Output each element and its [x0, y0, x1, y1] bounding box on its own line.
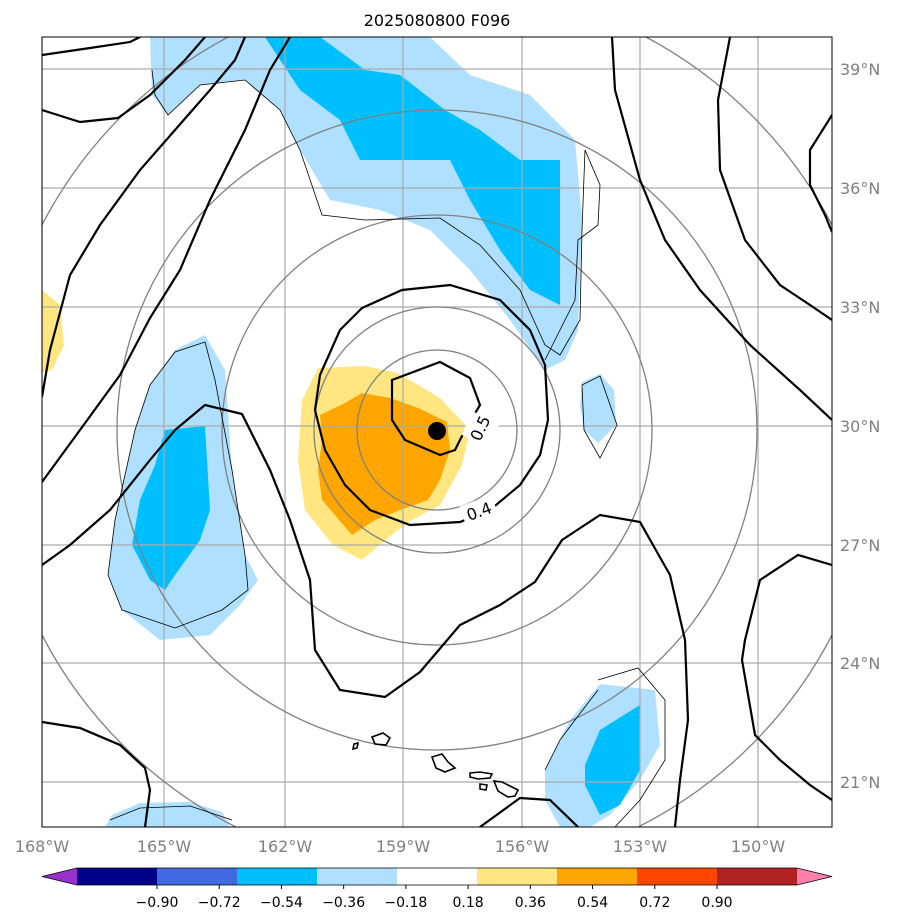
colorbar-segment	[77, 868, 158, 885]
chart-title: 2025080800 F096	[364, 11, 511, 30]
range-rings	[42, 37, 832, 827]
y-tick-label: 30°N	[840, 417, 880, 436]
y-tick-label: 39°N	[840, 60, 880, 79]
positive-anomaly-region	[42, 290, 64, 372]
contour-curve	[808, 114, 832, 233]
contour-curve	[740, 553, 832, 801]
contour-curve	[42, 720, 152, 827]
colorbar-tick-label: −0.90	[136, 895, 179, 911]
colorbar-segment	[637, 868, 718, 885]
negative-anomaly-region	[105, 802, 230, 827]
bold-contours	[42, 37, 832, 827]
x-tick-label: 165°W	[137, 837, 192, 856]
y-tick-label: 24°N	[840, 654, 880, 673]
contour-outer	[42, 403, 690, 827]
colorbar-tick-label: 0.90	[701, 895, 732, 911]
colorbar-segment	[397, 868, 478, 885]
contour-label-bg	[459, 494, 499, 528]
colorbar-tick-label: −0.36	[322, 895, 365, 911]
colorbar-tick-label: 0.54	[577, 895, 608, 911]
contour-curve	[479, 796, 579, 827]
x-axis-labels: 168°W 165°W 162°W 159°W 156°W 153°W 150°…	[15, 837, 786, 856]
colorbar-tick-label: −0.54	[260, 895, 303, 911]
positive-anomaly-core	[318, 393, 450, 535]
contour-curve	[42, 37, 206, 124]
x-tick-label: 159°W	[376, 837, 431, 856]
colorbar-tick-label: −0.18	[384, 895, 427, 911]
negative-anomaly-core	[585, 705, 640, 815]
colorbar-extend-low	[42, 868, 77, 885]
contour-label-bg	[461, 411, 500, 448]
colorbar: −0.90 −0.72 −0.54 −0.36 −0.18 0.18 0.36 0.54 0.7…	[41, 867, 833, 911]
colorbar-segment	[317, 868, 398, 885]
y-tick-label: 27°N	[840, 536, 880, 555]
x-tick-label: 168°W	[15, 837, 70, 856]
x-tick-label: 162°W	[258, 837, 313, 856]
colorbar-tick-label: 0.36	[515, 895, 546, 911]
colorbar-extend-high	[797, 868, 832, 885]
colorbar-tick-label: 0.72	[639, 895, 670, 911]
y-axis-labels: 39°N 36°N 33°N 30°N 27°N 24°N 21°N	[840, 60, 880, 792]
colorbar-tick-label: 0.18	[453, 895, 484, 911]
map-area: 0.5 0.4	[42, 37, 832, 827]
colorbar-segment	[237, 868, 318, 885]
contour-curve	[42, 37, 247, 398]
colorbar-segment	[557, 868, 638, 885]
y-tick-label: 33°N	[840, 298, 880, 317]
x-tick-label: 156°W	[495, 837, 550, 856]
contour-curve	[42, 37, 291, 483]
hawaiian-islands	[351, 732, 520, 798]
center-marker	[428, 422, 446, 440]
colorbar-segment	[717, 868, 798, 885]
x-tick-label: 150°W	[731, 837, 786, 856]
negative-anomaly-core	[265, 37, 560, 305]
x-tick-label: 153°W	[613, 837, 668, 856]
thin-contours	[107, 69, 666, 827]
y-tick-label: 21°N	[840, 773, 880, 792]
colorbar-outline	[41, 867, 833, 886]
colorbar-segment	[157, 868, 238, 885]
contour-curve	[610, 37, 832, 421]
y-tick-label: 36°N	[840, 179, 880, 198]
map-frame	[41, 36, 833, 828]
colorbar-tick-label: −0.72	[198, 895, 241, 911]
contour-0.4	[313, 283, 550, 527]
negative-anomaly-core	[132, 426, 210, 590]
colorbar-segment	[477, 868, 558, 885]
negative-anomaly-region	[150, 37, 582, 370]
contour-curve	[716, 37, 832, 321]
contour-curve	[42, 37, 141, 57]
contour-inner	[390, 360, 482, 457]
